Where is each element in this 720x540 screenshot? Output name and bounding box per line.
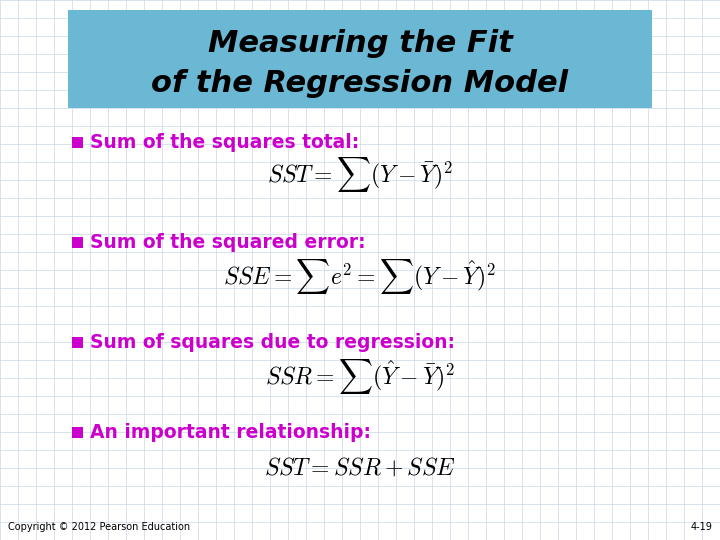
Bar [72, 427, 83, 437]
Text: Sum of the squares total:: Sum of the squares total: [90, 132, 359, 152]
Text: Sum of the squared error:: Sum of the squared error: [90, 233, 366, 252]
Text: An important relationship:: An important relationship: [90, 422, 371, 442]
Text: $SST = SSR + SSE$: $SST = SSR + SSE$ [264, 456, 456, 480]
Text: Sum of squares due to regression:: Sum of squares due to regression: [90, 333, 455, 352]
Text: Measuring the Fit: Measuring the Fit [207, 29, 513, 57]
Text: 4-19: 4-19 [690, 522, 712, 532]
Bar [72, 137, 83, 147]
Text: $SSE = \sum e^2 = \sum(Y - \hat{Y})^2$: $SSE = \sum e^2 = \sum(Y - \hat{Y})^2$ [223, 258, 497, 296]
FancyBboxPatch shape [68, 10, 652, 108]
Bar [72, 336, 83, 348]
Text: $SSR = \sum(\hat{Y} - \bar{Y})^2$: $SSR = \sum(\hat{Y} - \bar{Y})^2$ [265, 357, 455, 396]
Text: of the Regression Model: of the Regression Model [151, 69, 569, 98]
Bar [72, 237, 83, 247]
Text: $SST = \sum(Y - \bar{Y})^2$: $SST = \sum(Y - \bar{Y})^2$ [267, 156, 453, 194]
Text: Copyright © 2012 Pearson Education: Copyright © 2012 Pearson Education [8, 522, 190, 532]
